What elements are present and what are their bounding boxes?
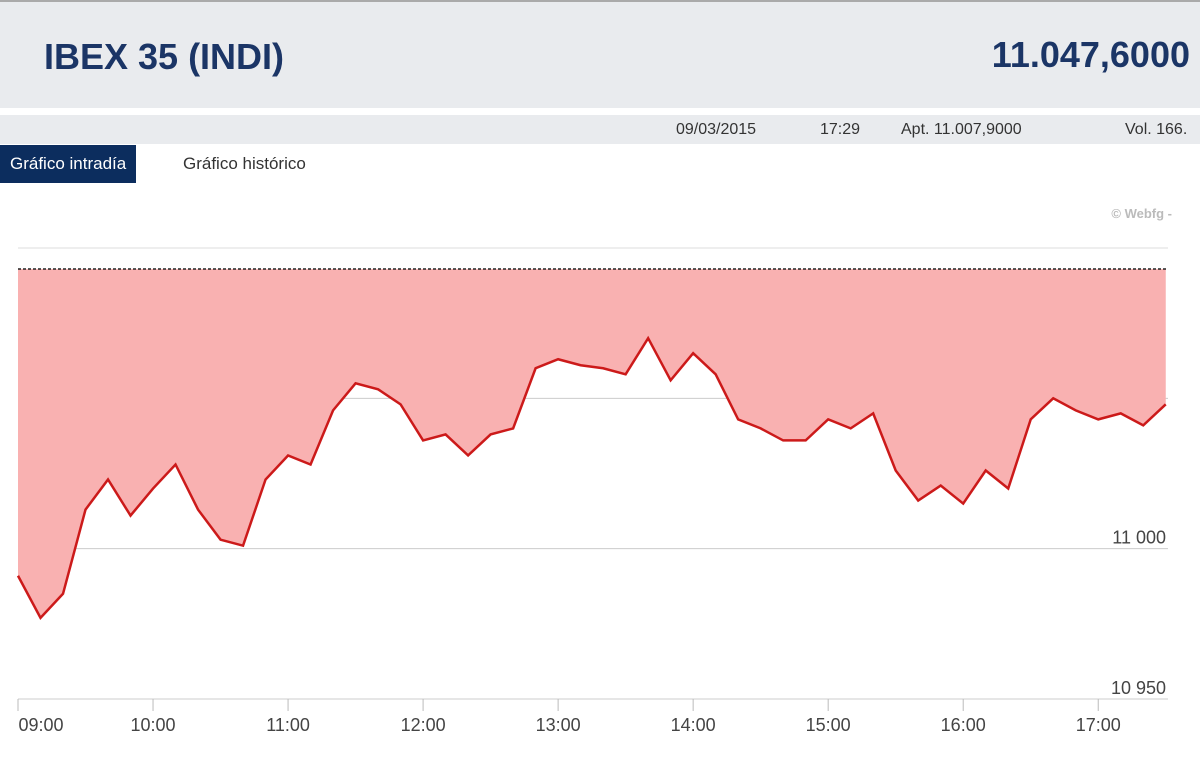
watermark: © Webfg - (1111, 206, 1172, 221)
price-line (16, 335, 1167, 620)
x-tick-label: 12:00 (401, 715, 446, 735)
open-price: Apt. 11.007,9000 (901, 121, 1022, 138)
x-tick-label: 11:00 (266, 715, 310, 735)
index-price: 11.047,6000 (991, 34, 1190, 75)
index-title: IBEX 35 (INDI) (44, 36, 285, 77)
time: 17:29 (820, 121, 861, 138)
header: IBEX 35 (INDI) 11.047,6000 (0, 0, 1200, 108)
x-tick-label: 15:00 (806, 715, 851, 735)
x-tick-label: 09:00 (18, 715, 63, 735)
area (18, 269, 1166, 618)
x-tick-label: 16:00 (941, 715, 986, 735)
y-tick-label: 10 950 (1111, 678, 1166, 698)
y-tick-label: 11 000 (1112, 528, 1166, 548)
tab-historic[interactable]: Gráfico histórico (183, 154, 306, 173)
x-tick-label: 14:00 (671, 715, 716, 735)
info-bar: 09/03/2015 17:29 Apt. 11.007,9000 Vol. 1… (0, 115, 1200, 144)
date: 09/03/2015 (676, 121, 757, 138)
volume: Vol. 166. (1125, 121, 1188, 138)
x-tick-label: 17:00 (1076, 715, 1121, 735)
x-tick-label: 13:00 (536, 715, 581, 735)
x-tick-label: 10:00 (131, 715, 176, 735)
tab-intraday[interactable]: Gráfico intradía (0, 145, 137, 183)
